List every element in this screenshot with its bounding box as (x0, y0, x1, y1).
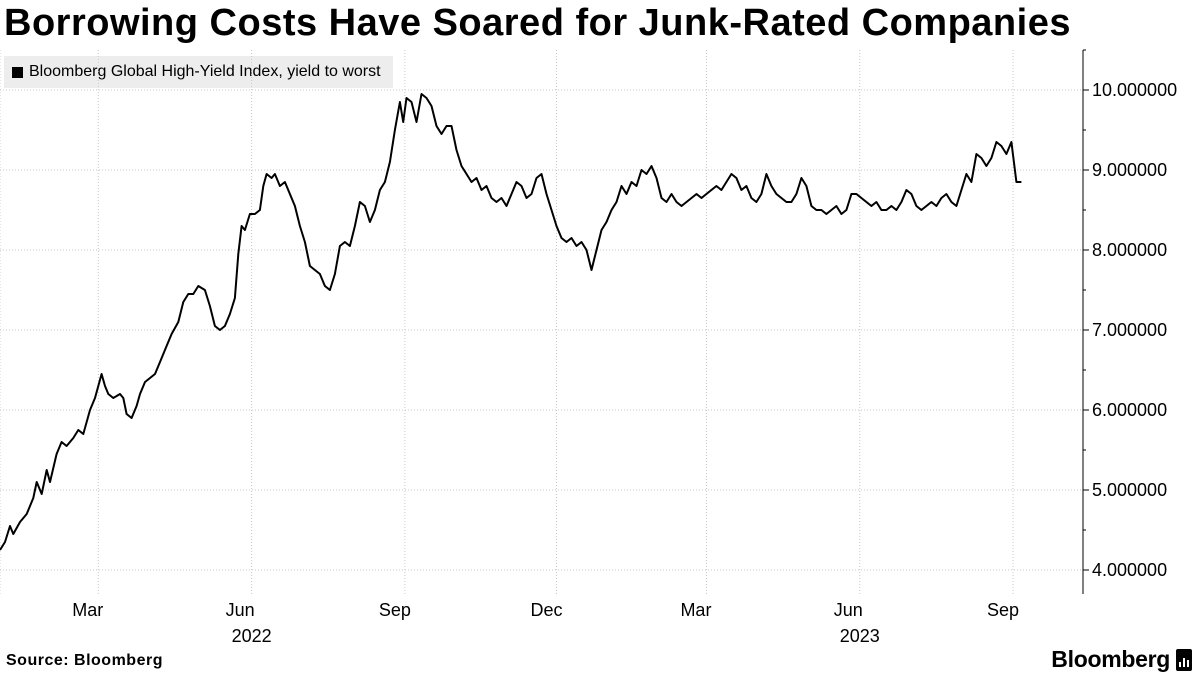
y-tick-label: 8.000000 (1092, 240, 1167, 260)
x-tick-label: Jun (226, 600, 255, 620)
y-tick-label: 4.000000 (1092, 560, 1167, 580)
x-year-label: 2023 (840, 626, 880, 646)
x-tick-label: Sep (379, 600, 411, 620)
y-axis: 4.000000 5.000000 6.000000 7.000000 8.000000… (1082, 49, 1177, 594)
x-tick-label: Jun (834, 600, 863, 620)
source-note: Source: Bloomberg (6, 652, 163, 669)
series-line (0, 93, 1022, 551)
y-tick-label: 7.000000 (1092, 320, 1167, 340)
y-tick-label: 5.000000 (1092, 480, 1167, 500)
x-year-label: 2022 (232, 626, 272, 646)
y-tick-label: 9.000000 (1092, 160, 1167, 180)
page-title: Borrowing Costs Have Soared for Junk-Rat… (4, 2, 1071, 44)
y-tick-label: 6.000000 (1092, 400, 1167, 420)
x-tick-label: Dec (530, 600, 562, 620)
x-tick-label: Sep (987, 600, 1019, 620)
bloomberg-logo: Bloomberg (1051, 646, 1192, 673)
legend: Bloomberg Global High-Yield Index, yield… (4, 56, 393, 88)
logo-mark-icon (1176, 648, 1192, 671)
legend-label: Bloomberg Global High-Yield Index, yield… (29, 63, 381, 80)
series-layer (0, 93, 1022, 551)
legend-swatch (12, 66, 23, 78)
x-tick-label: Mar (72, 600, 103, 620)
x-axis: Mar Jun Sep Dec Mar Jun Sep 2022 2023 (72, 600, 1019, 646)
grid-layer (0, 50, 1083, 594)
logo-text: Bloomberg (1051, 646, 1170, 672)
y-tick-label: 10.000000 (1092, 80, 1177, 100)
x-tick-label: Mar (680, 600, 711, 620)
